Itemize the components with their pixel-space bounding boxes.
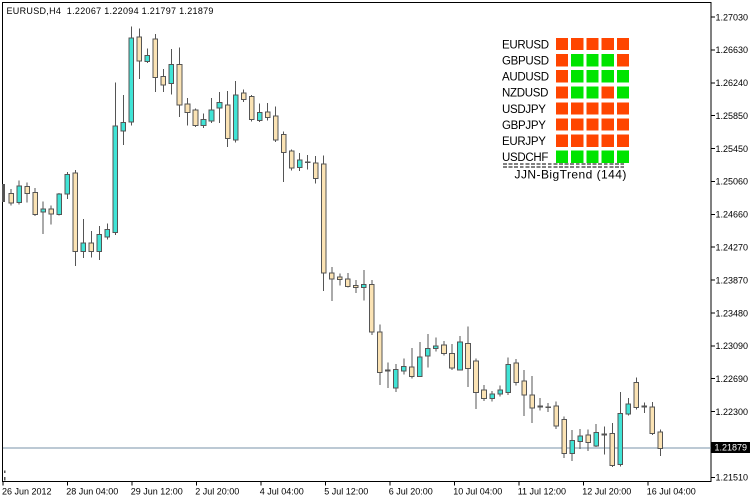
svg-text:4 Jul 04:00: 4 Jul 04:00 xyxy=(260,487,304,497)
svg-text:1.21510: 1.21510 xyxy=(716,473,749,483)
svg-text:6 Jul 20:00: 6 Jul 20:00 xyxy=(389,487,433,497)
svg-text:2 Jul 20:00: 2 Jul 20:00 xyxy=(195,487,239,497)
svg-text:GBPUSD: GBPUSD xyxy=(502,56,549,68)
svg-text:1.27030: 1.27030 xyxy=(716,12,749,22)
svg-text:29 Jun 12:00: 29 Jun 12:00 xyxy=(131,487,183,497)
svg-text:1.25850: 1.25850 xyxy=(716,111,749,121)
svg-text:USDCHF: USDCHF xyxy=(502,152,548,164)
svg-text:16 Jul 04:00: 16 Jul 04:00 xyxy=(647,487,696,497)
svg-text:EURUSD,H4 1.22067 1.22094 1.2: EURUSD,H4 1.22067 1.22094 1.21797 1.2187… xyxy=(7,6,214,16)
svg-text:JJN-BigTrend (144): JJN-BigTrend (144) xyxy=(515,168,627,182)
svg-text:1.23870: 1.23870 xyxy=(716,275,749,285)
svg-text:EURUSD: EURUSD xyxy=(502,39,549,51)
svg-text:1.24270: 1.24270 xyxy=(716,243,749,253)
svg-text:1.23480: 1.23480 xyxy=(716,308,749,318)
svg-text:NZDUSD: NZDUSD xyxy=(502,88,548,100)
svg-text:1.22690: 1.22690 xyxy=(716,374,749,384)
svg-text:28 Jun 04:00: 28 Jun 04:00 xyxy=(66,487,118,497)
svg-text:AUDUSD: AUDUSD xyxy=(502,72,549,84)
svg-text:1.25450: 1.25450 xyxy=(716,144,749,154)
svg-text:1.22300: 1.22300 xyxy=(716,407,749,417)
svg-text:11 Jul 12:00: 11 Jul 12:00 xyxy=(518,487,566,497)
svg-text:26 Jun 2012: 26 Jun 2012 xyxy=(2,487,52,497)
svg-text:1.24660: 1.24660 xyxy=(716,210,749,220)
svg-text:1.26240: 1.26240 xyxy=(716,78,749,88)
svg-text:5 Jul 12:00: 5 Jul 12:00 xyxy=(324,487,368,497)
svg-text:1.21879: 1.21879 xyxy=(715,443,748,453)
svg-text:1.26630: 1.26630 xyxy=(716,45,749,55)
svg-text:1.25060: 1.25060 xyxy=(716,177,749,187)
svg-text:1.23090: 1.23090 xyxy=(716,341,749,351)
svg-text:USDJPY: USDJPY xyxy=(502,104,546,116)
svg-text:10 Jul 04:00: 10 Jul 04:00 xyxy=(453,487,502,497)
svg-text:12 Jul 20:00: 12 Jul 20:00 xyxy=(582,487,631,497)
svg-text:EURJPY: EURJPY xyxy=(502,136,546,148)
svg-text:GBPJPY: GBPJPY xyxy=(502,120,546,132)
